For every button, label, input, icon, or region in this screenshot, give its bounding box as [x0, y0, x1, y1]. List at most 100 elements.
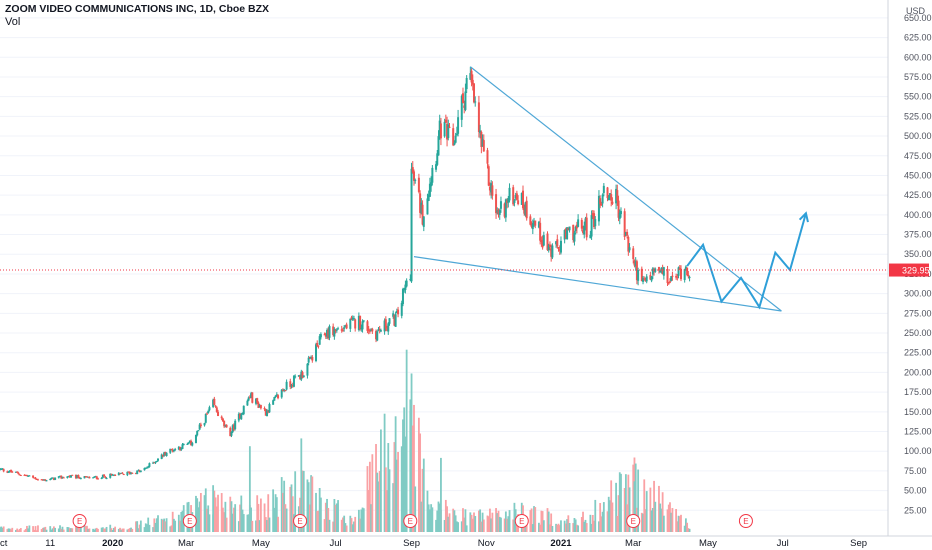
candle-body: [404, 284, 407, 290]
price-axis[interactable]: USD 25.00 50.00 75.00 100.00 125.00 150.00 175.…: [887, 0, 932, 550]
volume-bar: [392, 483, 395, 532]
volume-bar: [414, 486, 417, 532]
volume-bar: [591, 514, 594, 532]
candle-body: [662, 267, 665, 276]
candle-body: [164, 451, 167, 456]
candle-body: [361, 321, 364, 330]
volume-bar: [446, 506, 448, 532]
candle-body: [454, 135, 457, 143]
candle-body: [599, 198, 602, 204]
volume-bar: [688, 528, 691, 532]
candle-body: [421, 204, 424, 225]
volume-bar: [324, 502, 327, 532]
candle-body: [251, 392, 254, 403]
candle-body: [71, 474, 74, 476]
candle-body: [119, 473, 122, 475]
volume-bar: [539, 524, 542, 532]
volume-bar: [131, 528, 134, 532]
candle-body: [14, 471, 17, 473]
volume-bar: [11, 527, 14, 532]
candle-body: [464, 91, 467, 110]
volume-bar: [256, 495, 259, 532]
candle-body: [247, 397, 250, 401]
volume-bar: [541, 511, 544, 532]
volume-bar: [301, 470, 304, 532]
volume-bar: [54, 527, 57, 532]
volume-bar: [632, 464, 635, 532]
price-tick-label: 225.00: [904, 348, 932, 358]
time-tick-label: Mar: [625, 538, 641, 549]
volume-bar: [332, 521, 335, 532]
volume-bar: [564, 523, 567, 532]
volume-bar: [640, 512, 643, 532]
candle-body: [568, 226, 571, 231]
volume-bar: [181, 510, 184, 532]
volume-bar: [237, 521, 240, 532]
candle-body: [302, 375, 305, 378]
candle-body: [256, 398, 259, 403]
candle-body: [645, 276, 648, 282]
time-axis[interactable]: Oct 11 2020 Mar May Jul Sep Nov 2021 Mar May Jul Sep: [0, 535, 932, 549]
volume-bar: [24, 528, 27, 532]
volume-bar: [310, 475, 313, 532]
candle-body: [473, 83, 476, 103]
candle-body: [428, 183, 431, 197]
candle-body: [51, 477, 54, 479]
volume-bar: [345, 525, 348, 532]
candle-body: [333, 329, 336, 337]
volume-bar: [575, 524, 578, 532]
volume-bar: [599, 503, 602, 532]
volume-bar: [429, 509, 431, 532]
candle-body: [368, 330, 371, 332]
candle-body: [289, 381, 292, 387]
earnings-marker-icon: [293, 514, 308, 528]
grid: [0, 17, 888, 511]
candle-body: [575, 224, 578, 229]
candle-body: [126, 471, 129, 476]
price-tick-label: 75.00: [904, 466, 927, 476]
volume-bar: [180, 511, 183, 532]
candlesticks: [0, 66, 691, 482]
volume-bar: [417, 417, 420, 532]
candle-body: [352, 318, 355, 320]
candle-body: [221, 418, 224, 422]
candle-body: [345, 324, 348, 329]
last-price-label: 329.95: [902, 266, 930, 276]
volume-bar: [350, 518, 353, 532]
earnings-marker-label: E: [408, 517, 413, 526]
volume-bar: [524, 523, 527, 532]
candle-body: [203, 423, 206, 426]
volume-bar: [33, 529, 36, 532]
earnings-marker-label: E: [631, 517, 636, 526]
volume-bar: [497, 510, 500, 532]
candle-body: [497, 209, 500, 215]
volume-bar: [177, 514, 180, 532]
volume-bar: [618, 472, 621, 532]
candle-body: [272, 400, 275, 405]
candle-body: [344, 325, 347, 327]
candle-body: [36, 479, 39, 481]
volume-bar: [62, 529, 65, 532]
volume-bar: [600, 516, 603, 532]
candle-body: [632, 248, 635, 260]
trendlines[interactable]: [0, 66, 888, 312]
candle-body: [564, 228, 567, 239]
candle-body: [239, 413, 242, 419]
volume-bar: [111, 529, 114, 532]
volume-bar: [370, 504, 373, 532]
candle-body: [101, 474, 104, 478]
volume-bar: [637, 469, 640, 532]
candle-body: [461, 93, 464, 103]
candle-body: [684, 266, 687, 271]
candle-body: [110, 473, 113, 476]
candle-body: [10, 469, 13, 472]
volume-bar: [122, 528, 125, 532]
volume-bar: [683, 525, 686, 532]
volume-bar: [598, 521, 600, 532]
volume-bar: [139, 520, 142, 532]
volume-spike: [300, 438, 303, 532]
volume-bar: [179, 520, 181, 532]
